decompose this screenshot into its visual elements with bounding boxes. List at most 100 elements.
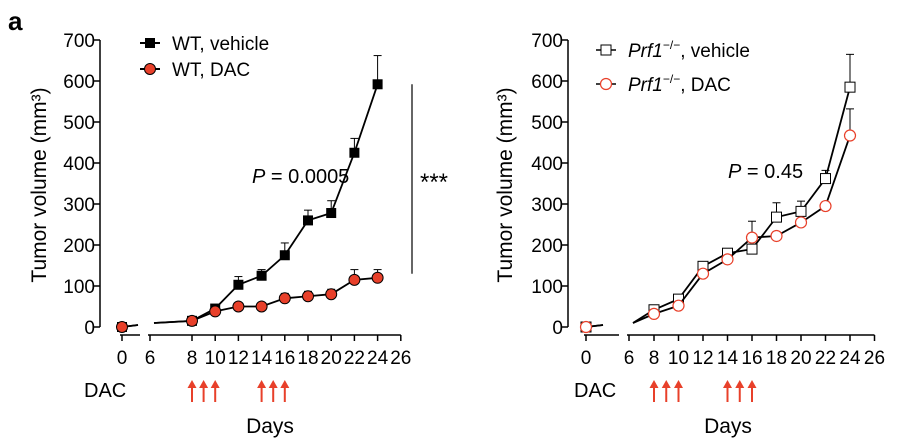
chart-left-pvalue: P = 0.0005	[252, 166, 349, 188]
data-point	[843, 129, 857, 142]
y-tick-label: 200	[531, 236, 563, 257]
x-tick-label: 6	[624, 348, 635, 369]
chart-left-legend: WT, vehicle WT, DAC	[140, 34, 269, 81]
x-tick-label: 6	[145, 348, 156, 369]
data-point	[209, 305, 222, 318]
chart-left-significance: ***	[420, 169, 448, 196]
x-tick-label: 10	[205, 348, 226, 369]
x-tick-label: 18	[766, 348, 787, 369]
dac-arrow-head	[674, 380, 683, 388]
data-point	[696, 267, 710, 280]
data-point	[279, 250, 290, 261]
x-tick-label: 22	[344, 348, 365, 369]
y-tick-label: 100	[63, 277, 95, 298]
chart-left-dac-label: DAC	[84, 380, 126, 402]
x-tick-label: 16	[741, 348, 762, 369]
x-tick-label: 24	[839, 348, 861, 369]
data-point	[672, 299, 685, 312]
dac-arrow-head	[199, 380, 209, 388]
data-point	[302, 290, 314, 303]
dac-arrow-head	[661, 380, 671, 388]
data-point	[579, 320, 593, 334]
x-tick-label: 22	[815, 348, 836, 369]
data-point	[647, 307, 661, 320]
data-point	[255, 300, 268, 313]
data-point	[794, 216, 808, 229]
legend-marker-wt-vehicle	[145, 38, 155, 48]
panel-label: a	[8, 6, 23, 36]
x-tick-label: 12	[228, 348, 249, 369]
legend-marker-wt-dac	[144, 63, 156, 75]
y-tick-label: 300	[531, 195, 563, 216]
chart-right-xlabel: Days	[704, 415, 752, 438]
y-tick-label: 300	[63, 195, 95, 216]
y-tick-label: 400	[531, 154, 563, 175]
x-tick-label: 0	[581, 348, 592, 369]
legend-marker-prf1-vehicle	[600, 44, 612, 56]
series-line	[191, 83, 379, 322]
x-tick-label: 8	[187, 348, 198, 369]
data-point	[186, 314, 198, 327]
x-tick-label: 14	[251, 348, 273, 369]
chart-right-legend: Prf1−/−, vehicle Prf1−/−, DAC	[596, 38, 750, 96]
data-point	[278, 292, 291, 305]
y-tick-label: 700	[531, 31, 563, 52]
data-point	[745, 231, 759, 244]
data-point	[770, 229, 783, 243]
y-tick-label: 100	[531, 277, 563, 298]
x-tick-label: 26	[864, 348, 885, 369]
data-point	[303, 215, 313, 226]
y-tick-label: 500	[63, 113, 95, 134]
dac-arrow-head	[735, 380, 745, 388]
dac-arrow-head	[187, 380, 197, 388]
data-point	[721, 253, 734, 266]
y-tick-label: 400	[63, 154, 95, 175]
data-point	[232, 300, 245, 313]
data-point	[746, 243, 758, 255]
data-point	[325, 288, 338, 301]
data-point	[233, 279, 244, 290]
x-tick-label: 16	[274, 348, 295, 369]
legend-label-prf1-dac: Prf1−/−, DAC	[628, 72, 731, 96]
data-point	[795, 205, 807, 217]
y-tick-label: 600	[63, 72, 95, 93]
y-tick-label: 600	[531, 72, 563, 93]
dac-arrow-head	[649, 380, 659, 388]
legend-marker-prf1-dac	[599, 77, 613, 91]
chart-right-dac-label: DAC	[574, 380, 616, 402]
chart-left-marks	[116, 55, 413, 333]
x-tick-label: 8	[649, 348, 660, 369]
chart-left-ylabel: Tumor volume (mm³)	[28, 87, 51, 282]
series-line	[653, 86, 851, 311]
y-tick-label: 700	[63, 31, 95, 52]
dac-arrow-head	[747, 380, 757, 388]
x-tick-label: 20	[321, 348, 342, 369]
data-point	[349, 147, 360, 158]
dac-arrow-head	[723, 380, 732, 388]
dac-arrow-head	[210, 380, 220, 388]
legend-label-wt-vehicle: WT, vehicle	[172, 34, 269, 55]
x-tick-label: 18	[297, 348, 318, 369]
chart-right-marks	[579, 53, 857, 334]
x-tick-label: 10	[668, 348, 689, 369]
y-tick-label: 200	[63, 236, 95, 257]
chart-left-xlabel: Days	[246, 415, 294, 438]
data-point	[771, 211, 782, 223]
x-tick-label: 26	[390, 348, 411, 369]
x-tick-label: 14	[717, 348, 739, 369]
x-tick-label: 24	[367, 348, 389, 369]
data-point	[820, 173, 831, 185]
data-point	[326, 208, 337, 219]
series-line-bridge	[153, 319, 193, 324]
y-tick-label: 500	[531, 113, 563, 134]
dac-arrow-head	[280, 380, 290, 388]
data-point	[372, 79, 383, 90]
chart-right-pvalue: P = 0.45	[728, 161, 803, 183]
legend-label-wt-dac: WT, DAC	[172, 60, 250, 81]
x-tick-label: 20	[790, 348, 811, 369]
